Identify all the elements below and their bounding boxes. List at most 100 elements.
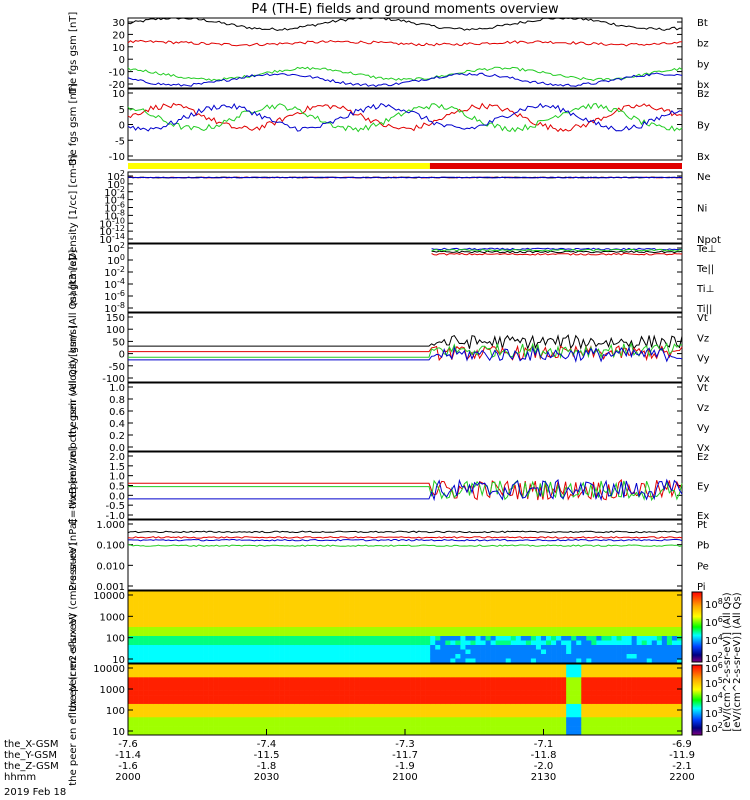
heatmap-cell [289, 640, 295, 646]
heatmap-cell [329, 595, 335, 601]
heatmap-cell [415, 609, 421, 614]
heatmap-cell [173, 649, 179, 655]
heatmap-cell [425, 703, 431, 709]
heatmap-cell [289, 595, 295, 601]
heatmap-cell [263, 631, 270, 637]
heatmap-cell [425, 618, 431, 623]
heatmap-cell [475, 618, 481, 623]
heatmap-cell [460, 654, 466, 659]
heatmap-cell [671, 613, 678, 619]
heatmap-cell [621, 721, 627, 727]
series-line-Pi [127, 538, 683, 542]
heatmap-cell [661, 708, 668, 714]
heatmap-cell [626, 645, 632, 650]
heatmap-cell [319, 664, 325, 669]
heatmap-cell [405, 613, 411, 619]
heatmap-cell [435, 664, 441, 669]
heatmap-cell [520, 695, 527, 700]
heatmap-cell [394, 690, 401, 696]
heatmap-cell [269, 595, 275, 601]
heatmap-cell [289, 618, 295, 623]
heatmap-cell [248, 640, 255, 646]
heatmap-cell [415, 649, 421, 655]
heatmap-cell [425, 672, 431, 678]
series-line-bx [127, 72, 683, 88]
heatmap-cell [143, 708, 149, 714]
heatmap-cell [656, 668, 663, 674]
heatmap-cell [455, 730, 461, 736]
heatmap-cell [636, 654, 643, 659]
heatmap-cell [551, 681, 557, 687]
heatmap-cell [178, 668, 184, 674]
heatmap-cell [349, 600, 355, 605]
heatmap-cell [480, 668, 486, 674]
heatmap-cell [238, 721, 245, 727]
heatmap-cell [238, 645, 245, 650]
heatmap-cell [389, 613, 396, 619]
heatmap-cell [364, 595, 371, 601]
heatmap-cell [248, 645, 255, 650]
heatmap-cell [274, 591, 280, 596]
heatmap-cell [470, 717, 476, 722]
heatmap-cell [425, 591, 431, 596]
heatmap-cell [158, 726, 164, 731]
heatmap-cell [405, 600, 411, 605]
heatmap-cell [208, 654, 214, 659]
heatmap-cell [253, 613, 260, 619]
heatmap-cell [223, 730, 230, 736]
heatmap-cell [470, 721, 476, 727]
heatmap-cell [294, 699, 300, 705]
heatmap-cell [243, 730, 250, 736]
heatmap-cell [546, 730, 552, 736]
heatmap-cell [339, 591, 345, 596]
heatmap-cell [233, 712, 240, 718]
heatmap-cell [163, 658, 169, 664]
heatmap-cell [218, 664, 224, 669]
heatmap-cell [505, 730, 512, 736]
heatmap-cell [389, 591, 396, 596]
heatmap-cell [606, 645, 612, 650]
heatmap-cell [480, 618, 486, 623]
heatmap-cell [435, 604, 441, 610]
heatmap-cell [279, 658, 285, 664]
heatmap-cell [294, 717, 300, 722]
heatmap-cell [279, 717, 285, 722]
heatmap-cell [299, 645, 305, 650]
heatmap-cell [248, 609, 255, 614]
heatmap-cell [248, 622, 255, 628]
x-tick-label: 2000 [115, 772, 140, 783]
heatmap-cell [656, 708, 663, 714]
heatmap-cell [465, 721, 471, 727]
heatmap-cell [445, 664, 451, 669]
heatmap-cell [561, 609, 567, 614]
heatmap-cell [500, 664, 507, 669]
heatmap-cell [158, 658, 164, 664]
heatmap-cell [535, 640, 542, 646]
heatmap-cell [596, 708, 602, 714]
heatmap-cell [440, 726, 446, 731]
heatmap-cell [369, 686, 376, 691]
heatmap-cell [460, 721, 466, 727]
heatmap-cell [490, 654, 496, 659]
heatmap-cell [415, 658, 421, 664]
heatmap-cell [530, 645, 537, 650]
heatmap-cell [138, 604, 144, 610]
legend-label-3: Pi [697, 582, 706, 593]
heatmap-cell [233, 622, 240, 628]
heatmap-cell [344, 627, 350, 632]
heatmap-cell [485, 636, 491, 641]
heatmap-cell [379, 618, 386, 623]
heatmap-cell [173, 604, 179, 610]
heatmap-cell [440, 649, 446, 655]
heatmap-cell [561, 591, 567, 596]
legend-label-2: Vy [697, 423, 710, 434]
heatmap-cell [319, 600, 325, 605]
heatmap-cell [505, 690, 512, 696]
heatmap-cell [616, 721, 622, 727]
heatmap-cell [676, 618, 683, 623]
heatmap-cell [289, 609, 295, 614]
heatmap-cell [405, 703, 411, 709]
heatmap-cell [394, 595, 401, 601]
heatmap-cell [233, 658, 240, 664]
heatmap-cell [138, 712, 144, 718]
